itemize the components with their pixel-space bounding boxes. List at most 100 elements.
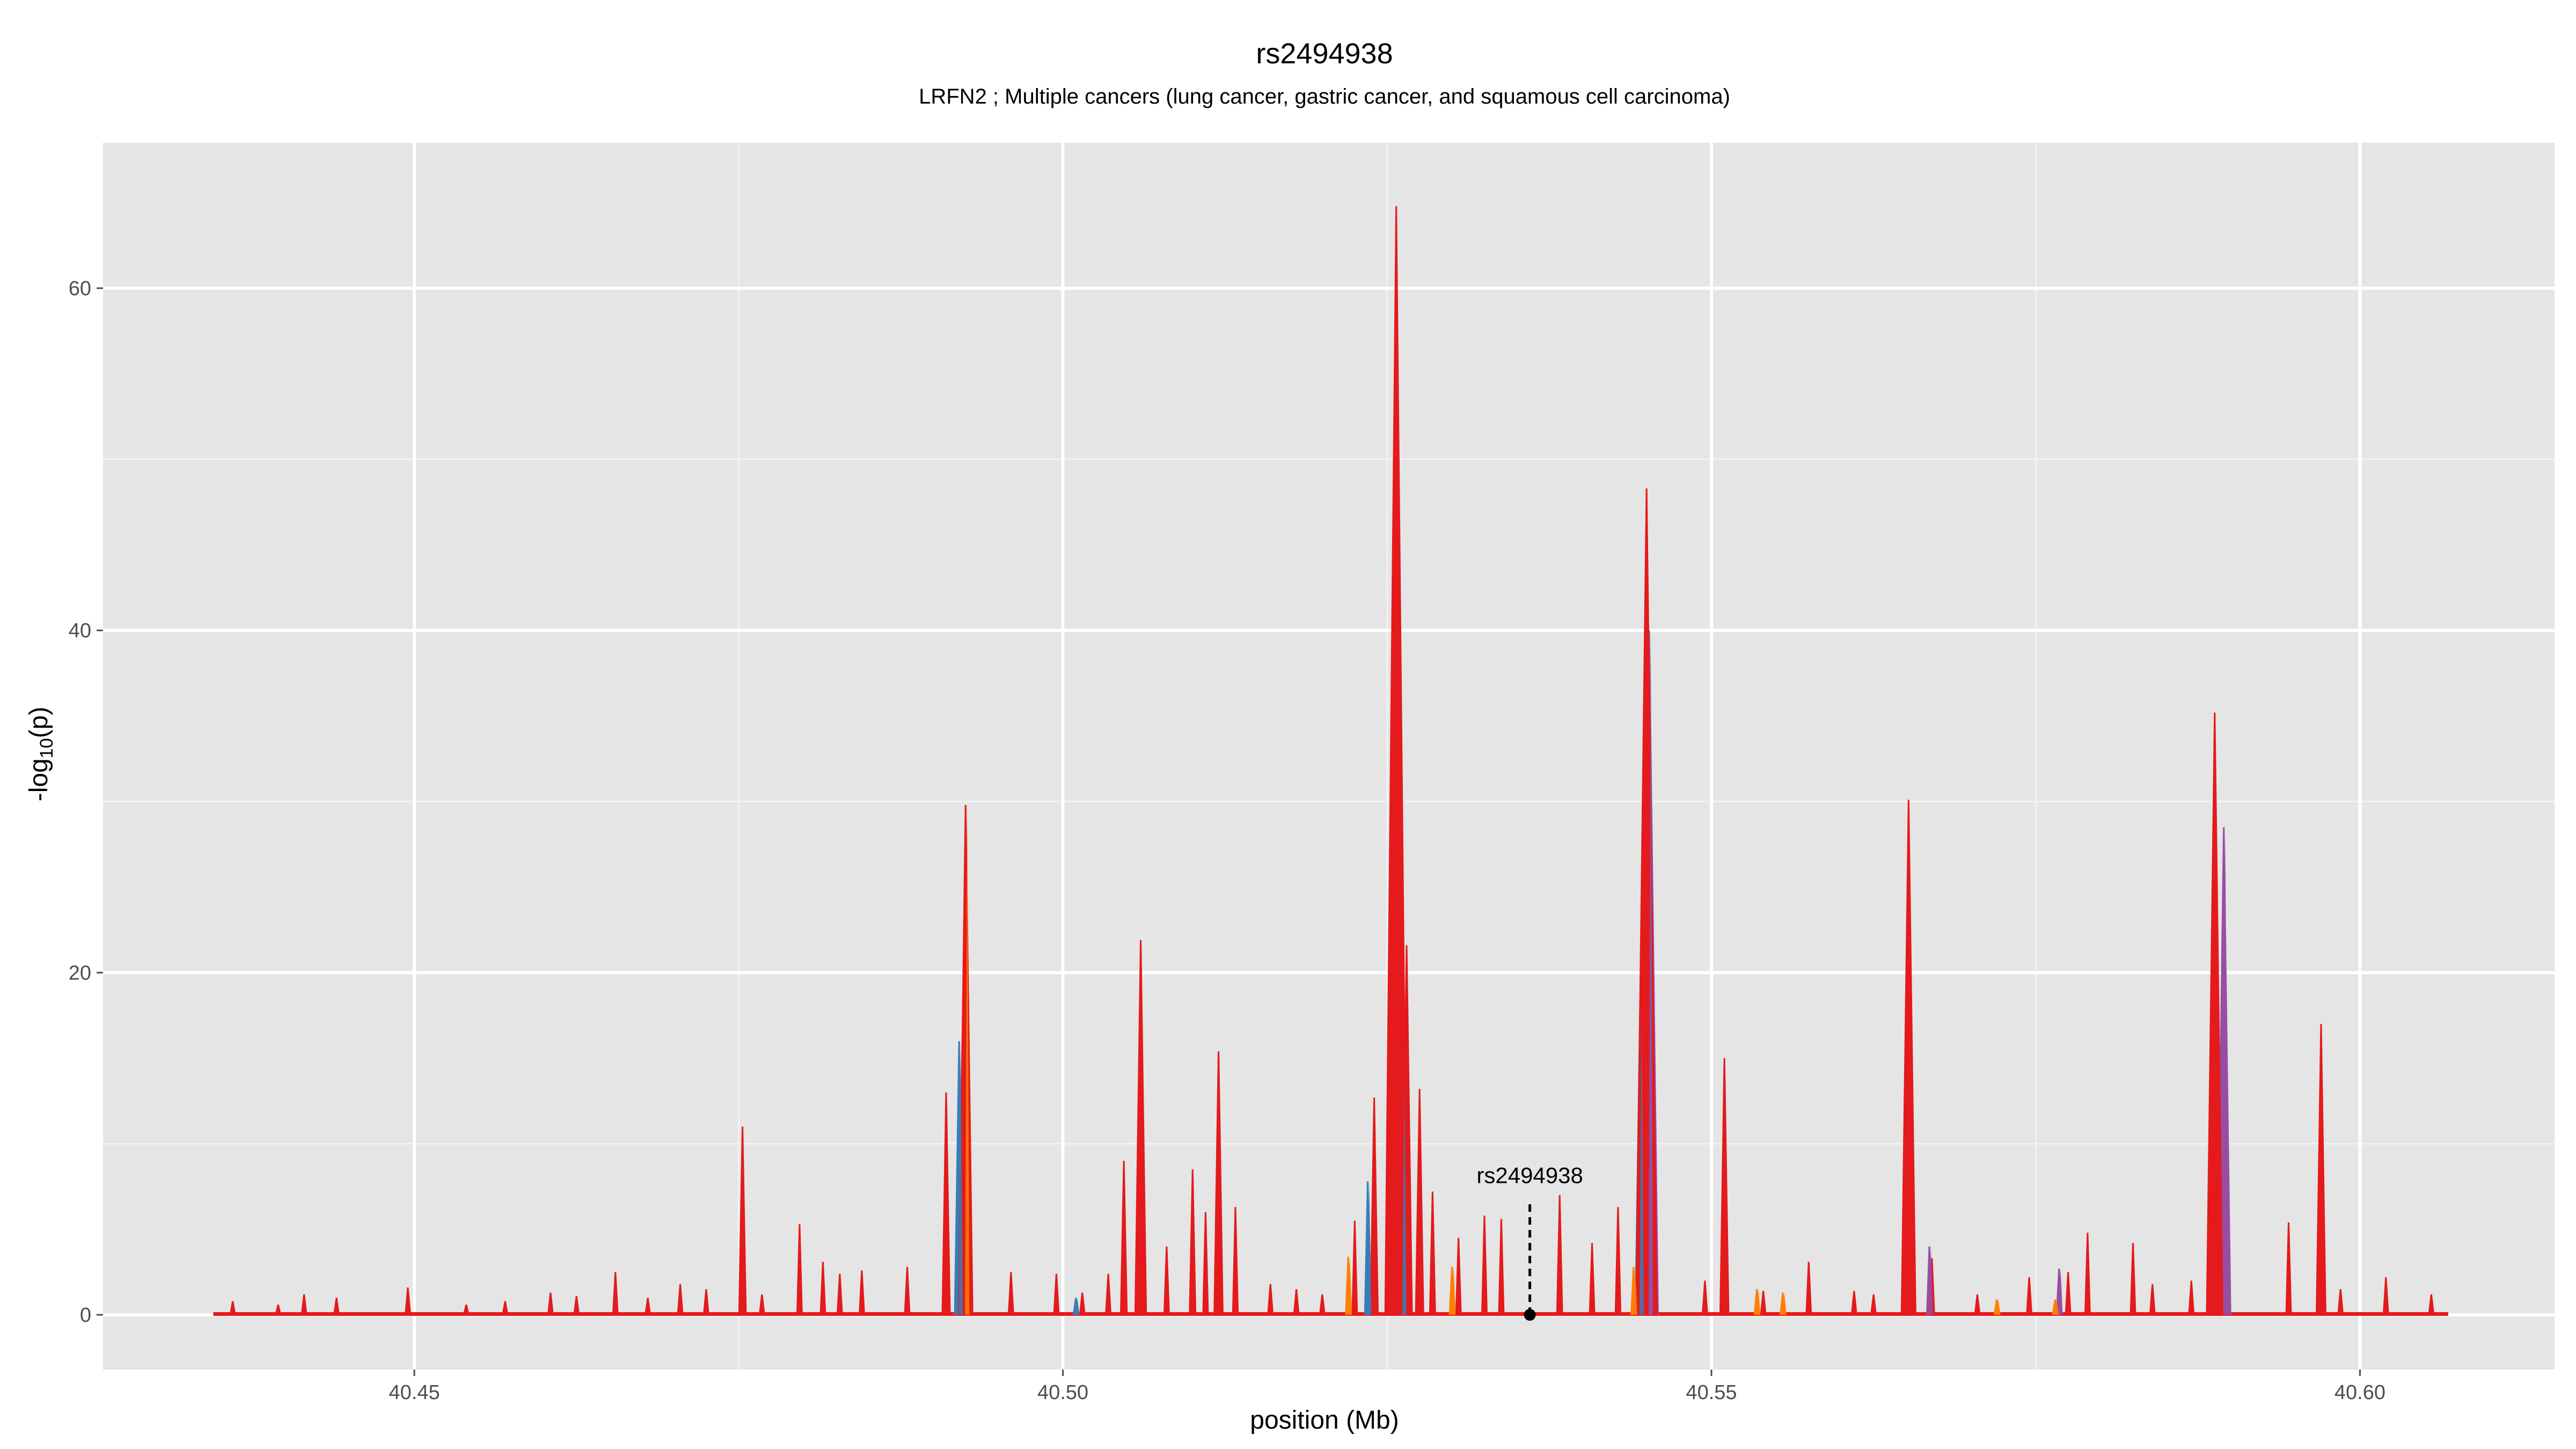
y-axis-title-subscript: 10 xyxy=(36,738,57,758)
peak-mark xyxy=(1079,1292,1086,1315)
peak-mark xyxy=(1498,1219,1505,1315)
peak-overlay-mark xyxy=(1367,1181,1372,1315)
peak-mark xyxy=(1189,1169,1197,1315)
peak-mark xyxy=(301,1294,308,1315)
y-tick-label: 0 xyxy=(80,1304,91,1327)
y-tick-label: 40 xyxy=(69,620,91,642)
peak-mark xyxy=(2382,1277,2389,1315)
peak-mark xyxy=(1007,1272,1014,1315)
peak-mark xyxy=(858,1270,865,1315)
x-axis-ticks: 40.45 40.50 40.55 40.60 xyxy=(389,1370,2385,1404)
peak-mark xyxy=(1351,1220,1358,1315)
annotation-layer: rs2494938 xyxy=(1476,1162,1583,1321)
peak-mark xyxy=(2065,1272,2072,1315)
y-axis-ticks: 0 20 40 60 xyxy=(69,277,103,1327)
peak-mark xyxy=(1119,1161,1128,1315)
peak-mark xyxy=(1053,1274,1060,1315)
peak-mark xyxy=(1701,1280,1708,1315)
peak-overlay-mark xyxy=(2223,827,2228,1315)
peak-overlay-mark xyxy=(1075,1298,1080,1315)
peak-mark xyxy=(1370,1097,1379,1315)
x-tick-label: 40.45 xyxy=(389,1381,440,1404)
panel-background xyxy=(103,143,2555,1370)
peak-mark xyxy=(1719,1058,1730,1315)
x-tick-label: 40.50 xyxy=(1037,1381,1088,1404)
peak-mark xyxy=(702,1289,709,1315)
peak-mark xyxy=(1589,1243,1596,1315)
peak-overlay-mark xyxy=(958,1041,963,1315)
peak-mark xyxy=(1556,1195,1563,1315)
peak-overlay-mark xyxy=(1348,1256,1352,1315)
peak-mark xyxy=(2206,712,2224,1315)
peak-mark xyxy=(645,1298,652,1315)
peak-mark xyxy=(2129,1243,2136,1315)
peak-overlay-mark xyxy=(1929,1246,1934,1315)
peak-mark xyxy=(2188,1280,2195,1315)
peak-mark xyxy=(1105,1274,1112,1315)
peak-mark xyxy=(502,1301,509,1315)
peak-mark xyxy=(1415,1089,1424,1315)
peak-mark xyxy=(1202,1212,1209,1315)
peak-mark xyxy=(2337,1289,2344,1315)
peak-mark xyxy=(819,1262,826,1315)
chart-subtitle: LRFN2 ; Multiple cancers (lung cancer, g… xyxy=(919,85,1730,108)
annotated-snp-point xyxy=(1524,1308,1536,1321)
peak-mark xyxy=(1850,1291,1857,1315)
peak-mark xyxy=(333,1298,340,1315)
peak-overlay-mark xyxy=(1782,1292,1787,1315)
peak-mark xyxy=(836,1274,843,1315)
peak-mark xyxy=(1267,1284,1274,1315)
peak-mark xyxy=(904,1267,911,1315)
peak-mark xyxy=(404,1287,411,1315)
peak-overlay-mark xyxy=(1633,1267,1637,1315)
chart-title: rs2494938 xyxy=(1256,38,1393,70)
y-axis-title: -log10(p) xyxy=(25,707,57,802)
peak-mark xyxy=(738,1126,747,1315)
series-baseline xyxy=(213,1312,2448,1316)
peak-mark xyxy=(941,1092,951,1315)
peak-overlay-mark xyxy=(2058,1268,2063,1315)
peak-mark xyxy=(1481,1216,1488,1315)
peak-mark xyxy=(1213,1051,1224,1315)
peak-mark xyxy=(758,1294,765,1315)
peak-mark xyxy=(612,1272,619,1315)
peak-mark xyxy=(1163,1246,1170,1315)
peak-mark xyxy=(1870,1294,1877,1315)
peak-mark xyxy=(2316,1023,2326,1315)
peak-mark xyxy=(547,1292,554,1315)
peak-mark xyxy=(1134,940,1147,1315)
peak-mark xyxy=(1974,1294,1981,1315)
peak-overlay-mark xyxy=(1402,1078,1407,1315)
peak-overlay-mark xyxy=(2054,1299,2059,1315)
series-1-overlay xyxy=(965,804,2059,1315)
x-tick-label: 40.60 xyxy=(2334,1381,2385,1404)
peak-mark xyxy=(1429,1191,1436,1315)
plot-panel: rs2494938 xyxy=(103,143,2555,1370)
peak-mark xyxy=(1384,206,1408,1315)
peak-mark xyxy=(2285,1222,2292,1315)
peak-mark xyxy=(573,1296,580,1315)
series-0-area xyxy=(229,206,2435,1315)
annotation-label: rs2494938 xyxy=(1476,1162,1583,1188)
peak-mark xyxy=(1614,1207,1622,1315)
peak-overlay-mark xyxy=(1640,1007,1644,1315)
peak-mark xyxy=(1900,800,1916,1315)
series-3-overlay xyxy=(1648,630,2228,1315)
peak-mark xyxy=(1319,1294,1326,1315)
x-tick-label: 40.55 xyxy=(1686,1381,1737,1404)
x-axis-title: position (Mb) xyxy=(1250,1406,1399,1435)
y-tick-label: 60 xyxy=(69,277,91,300)
peak-mark xyxy=(1805,1262,1812,1315)
peak-overlay-mark xyxy=(1451,1267,1456,1315)
peak-mark xyxy=(2149,1284,2156,1315)
peak-mark xyxy=(2428,1294,2435,1315)
peak-mark xyxy=(2084,1232,2091,1315)
peak-mark xyxy=(229,1301,236,1315)
peak-overlay-mark xyxy=(965,804,970,1315)
peak-mark xyxy=(796,1224,803,1315)
peak-mark xyxy=(463,1304,470,1315)
peak-mark xyxy=(2026,1277,2033,1315)
peak-mark xyxy=(1232,1207,1239,1315)
peak-mark xyxy=(677,1284,684,1315)
